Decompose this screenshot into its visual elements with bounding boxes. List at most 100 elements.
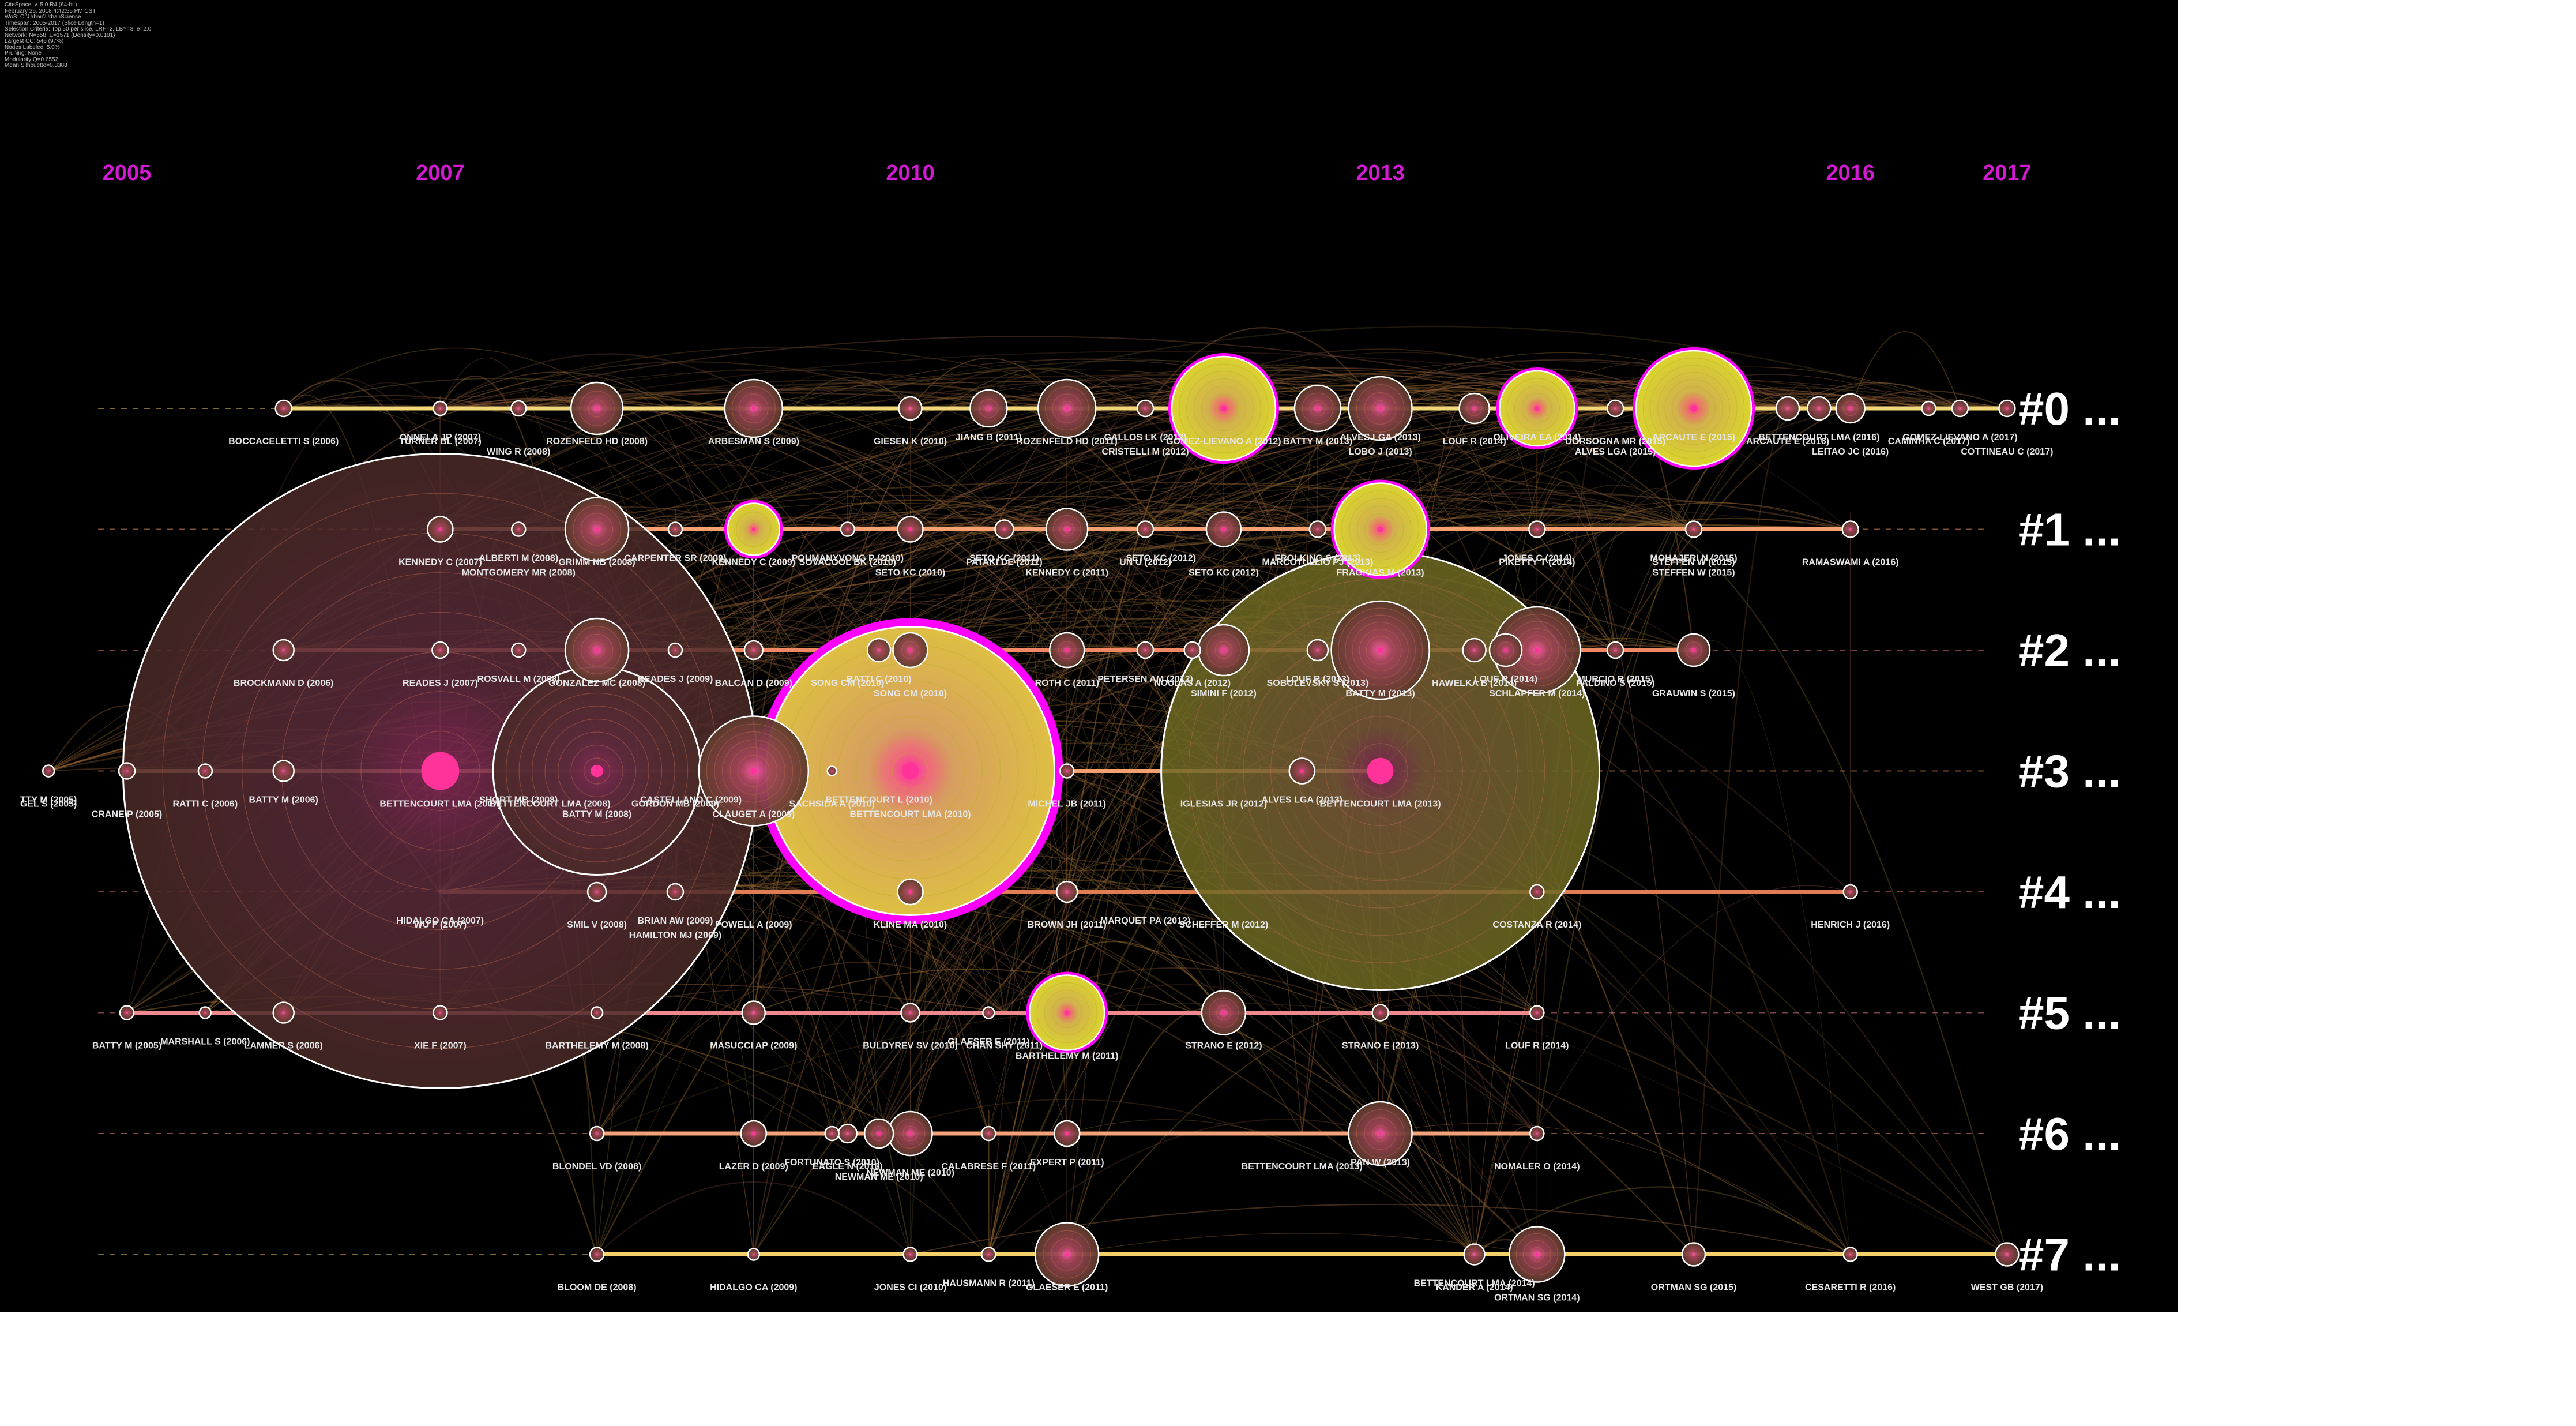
reference-node[interactable] (1775, 396, 1800, 421)
reference-node[interactable] (1055, 880, 1078, 903)
reference-node[interactable] (431, 641, 449, 659)
cluster-label[interactable]: #6 ... (2018, 1108, 2121, 1159)
reference-node[interactable] (667, 521, 683, 537)
reference-node[interactable] (1606, 641, 1624, 659)
reference-node[interactable] (433, 1005, 448, 1020)
reference-node[interactable] (1371, 1004, 1389, 1022)
reference-node[interactable] (274, 399, 292, 418)
reference-node[interactable] (969, 389, 1008, 428)
reference-node[interactable] (897, 516, 924, 543)
reference-node[interactable] (42, 764, 55, 778)
reference-node[interactable] (1842, 884, 1858, 900)
reference-node[interactable] (1529, 1005, 1545, 1020)
reference-node[interactable] (433, 400, 448, 416)
reference-node[interactable] (1330, 479, 1430, 579)
reference-node[interactable] (837, 1123, 858, 1144)
reference-node[interactable] (1463, 1243, 1486, 1266)
reference-node[interactable] (1807, 396, 1832, 421)
reference-node[interactable] (824, 1125, 840, 1142)
reference-node[interactable] (724, 500, 783, 559)
reference-node[interactable] (492, 666, 702, 876)
reference-node[interactable] (1348, 1101, 1413, 1166)
reference-node[interactable] (272, 1001, 295, 1024)
reference-node[interactable] (1348, 376, 1413, 441)
reference-node[interactable] (994, 519, 1014, 539)
reference-node[interactable] (897, 878, 924, 906)
reference-node[interactable] (1045, 508, 1089, 551)
reference-node[interactable] (1168, 353, 1279, 464)
reference-node[interactable] (747, 1248, 761, 1261)
reference-node[interactable] (1676, 633, 1711, 667)
reference-node[interactable] (564, 497, 630, 562)
reference-node[interactable] (1998, 399, 2016, 418)
reference-node[interactable] (1681, 1242, 1706, 1267)
reference-node[interactable] (1633, 347, 1755, 470)
reference-node[interactable] (863, 1118, 894, 1149)
reference-node[interactable] (1288, 757, 1315, 785)
reference-node[interactable] (1293, 384, 1342, 433)
reference-node[interactable] (1059, 763, 1075, 779)
reference-node[interactable] (900, 1003, 920, 1023)
reference-node[interactable] (1488, 633, 1523, 667)
reference-node[interactable] (1528, 520, 1546, 538)
reference-node[interactable] (590, 1006, 604, 1019)
cluster-label[interactable]: #7 ... (2018, 1229, 2121, 1281)
reference-node[interactable] (198, 1006, 212, 1019)
reference-node[interactable] (1136, 399, 1155, 418)
reference-node[interactable] (1842, 1247, 1858, 1262)
reference-node[interactable] (511, 642, 527, 658)
reference-node[interactable] (1136, 641, 1155, 659)
reference-node[interactable] (1529, 1125, 1545, 1142)
reference-node[interactable] (667, 642, 683, 658)
reference-node[interactable] (698, 715, 810, 827)
reference-node[interactable] (589, 1125, 605, 1142)
cluster-label[interactable]: #4 ... (2018, 866, 2121, 918)
reference-node[interactable] (743, 640, 764, 661)
reference-node[interactable] (1037, 378, 1097, 438)
reference-node[interactable] (1509, 1226, 1566, 1283)
reference-node[interactable] (981, 1247, 996, 1262)
reference-node[interactable] (272, 760, 295, 782)
reference-node[interactable] (1026, 971, 1108, 1054)
cluster-label[interactable]: #0 ... (2018, 383, 2121, 434)
reference-node[interactable] (1462, 637, 1487, 663)
reference-node[interactable] (197, 763, 213, 779)
reference-node[interactable] (898, 396, 923, 421)
reference-node[interactable] (888, 1110, 933, 1157)
reference-node[interactable] (118, 762, 136, 780)
reference-node[interactable] (666, 883, 685, 901)
reference-node[interactable] (1841, 520, 1859, 538)
reference-node[interactable] (119, 1005, 135, 1020)
reference-node[interactable] (427, 516, 454, 543)
reference-node[interactable] (982, 1006, 995, 1019)
cluster-label[interactable]: #5 ... (2018, 988, 2121, 1039)
cluster-label[interactable]: #3 ... (2018, 746, 2121, 797)
reference-node[interactable] (1684, 520, 1703, 538)
reference-node[interactable] (1034, 1222, 1100, 1287)
reference-node[interactable] (511, 521, 527, 537)
reference-node[interactable] (1308, 520, 1327, 538)
reference-node[interactable] (589, 1247, 605, 1262)
reference-node[interactable] (586, 881, 607, 902)
reference-node[interactable] (1306, 639, 1329, 662)
reference-node[interactable] (1201, 990, 1247, 1035)
reference-node[interactable] (1048, 632, 1085, 669)
reference-node[interactable] (1606, 399, 1624, 418)
reference-node[interactable] (1197, 624, 1250, 677)
reference-node[interactable] (1951, 399, 1969, 418)
reference-node[interactable] (1053, 1120, 1081, 1147)
reference-node[interactable] (826, 765, 837, 776)
reference-node[interactable] (1458, 392, 1490, 425)
reference-node[interactable] (1921, 400, 1936, 416)
cluster-label[interactable]: #1 ... (2018, 504, 2121, 556)
reference-node[interactable] (564, 617, 630, 683)
cluster-label[interactable]: #2 ... (2018, 625, 2121, 676)
reference-node[interactable] (1136, 520, 1155, 538)
reference-node[interactable] (892, 632, 928, 669)
reference-node[interactable] (840, 521, 856, 537)
reference-node[interactable] (1496, 367, 1578, 449)
reference-node[interactable] (724, 378, 784, 438)
reference-node[interactable] (1493, 606, 1581, 695)
reference-node[interactable] (510, 400, 527, 417)
reference-node[interactable] (866, 637, 892, 663)
